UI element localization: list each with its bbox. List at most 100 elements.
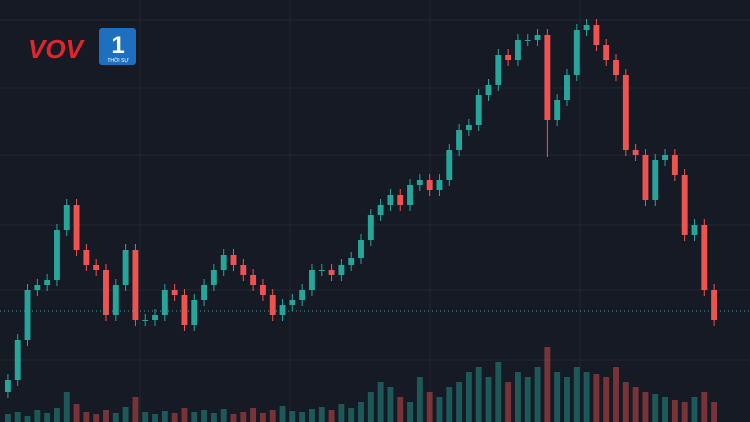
volume-bar [103, 410, 109, 422]
candle-body [436, 180, 443, 190]
volume-bar [358, 402, 364, 422]
candle-body [613, 60, 619, 75]
volume-bar [318, 407, 325, 422]
volume-bar [446, 387, 453, 422]
volume-bar [426, 392, 433, 422]
logo: VOV 1 THỜI SỰ [28, 28, 136, 65]
candle-body [132, 250, 139, 320]
volume-bar [416, 377, 423, 422]
volume-bar [622, 382, 629, 422]
candle-body [358, 240, 364, 258]
volume-bar [44, 413, 51, 422]
volume-bar [701, 392, 708, 422]
volume-bar [152, 414, 158, 422]
volume-bar [397, 397, 404, 422]
volume-bar [495, 362, 502, 422]
candle-body [338, 265, 345, 275]
candle-body [632, 150, 639, 155]
candle-body [701, 225, 708, 290]
candle-body [465, 125, 472, 130]
volume-bar [652, 394, 659, 422]
volume-bar [181, 408, 188, 422]
volume-bar [122, 407, 129, 422]
candle-body [181, 295, 188, 325]
volume-bar [348, 408, 355, 422]
candle-body [14, 340, 21, 380]
candle-body [220, 255, 227, 270]
candle-body [475, 95, 482, 125]
candle-body [63, 205, 70, 230]
volume-bar [112, 413, 119, 422]
candle-body [397, 195, 404, 205]
candle-body [564, 75, 570, 100]
volume-bar [632, 387, 639, 422]
volume-bar [328, 410, 335, 422]
candle-body [534, 35, 541, 40]
candle-body [161, 290, 168, 315]
volume-bar [230, 414, 237, 422]
candle-body [24, 290, 31, 340]
volume-bar [564, 377, 570, 422]
volume-bar [554, 372, 561, 422]
candle-body [514, 40, 521, 60]
volume-bar [259, 413, 266, 422]
candle-body [103, 270, 109, 315]
candle-body [73, 205, 80, 250]
candle-body [681, 175, 688, 235]
candle-body [456, 130, 463, 150]
volume-bar [93, 414, 100, 422]
candle-body [662, 155, 668, 160]
candle-body [426, 180, 433, 190]
candle-body [112, 285, 119, 315]
volume-bar [711, 402, 718, 422]
volume-bar [573, 367, 580, 422]
candle-body [328, 270, 335, 275]
volume-bar [475, 367, 482, 422]
volume-bar [54, 408, 60, 422]
candle-body [171, 290, 178, 295]
candle-body [407, 185, 413, 205]
volume-bar [524, 377, 531, 422]
logo-box [99, 28, 136, 65]
volume-bar [642, 392, 649, 422]
candle-body [230, 255, 237, 265]
volume-bar [240, 412, 247, 422]
candle-body [377, 205, 384, 215]
volume-bar [299, 412, 306, 422]
volume-bar [544, 347, 551, 422]
volume-bar [583, 372, 590, 422]
volume-bar [191, 412, 198, 422]
volume-bar [338, 404, 345, 422]
candle-body [201, 285, 208, 300]
candle-body [210, 270, 217, 285]
volume-bar [73, 404, 80, 422]
candle-body [259, 285, 266, 295]
logo-subtitle: THỜI SỰ [107, 57, 129, 64]
volume-bar [289, 411, 296, 422]
candle-body [279, 305, 286, 315]
candle-body [671, 155, 678, 175]
candle-body [269, 295, 276, 315]
candle-body [691, 225, 698, 235]
volume-bar [161, 411, 168, 422]
candle-body [446, 150, 453, 180]
candle-body [573, 30, 580, 75]
candle-body [348, 258, 355, 265]
logo-channel: 1 [111, 32, 124, 59]
candle-body [642, 155, 649, 200]
volume-bar [83, 412, 90, 422]
candle-body [250, 275, 257, 285]
volume-bar [201, 410, 208, 422]
candle-body [711, 290, 718, 320]
candle-body [593, 25, 600, 45]
volume-bar [465, 372, 472, 422]
candle-body [289, 300, 296, 305]
candle-body [240, 265, 247, 275]
volume-bar [24, 416, 31, 422]
candle-body [485, 85, 492, 95]
candle-body [367, 215, 374, 240]
candle-body [387, 195, 394, 205]
volume-bar [662, 397, 668, 422]
